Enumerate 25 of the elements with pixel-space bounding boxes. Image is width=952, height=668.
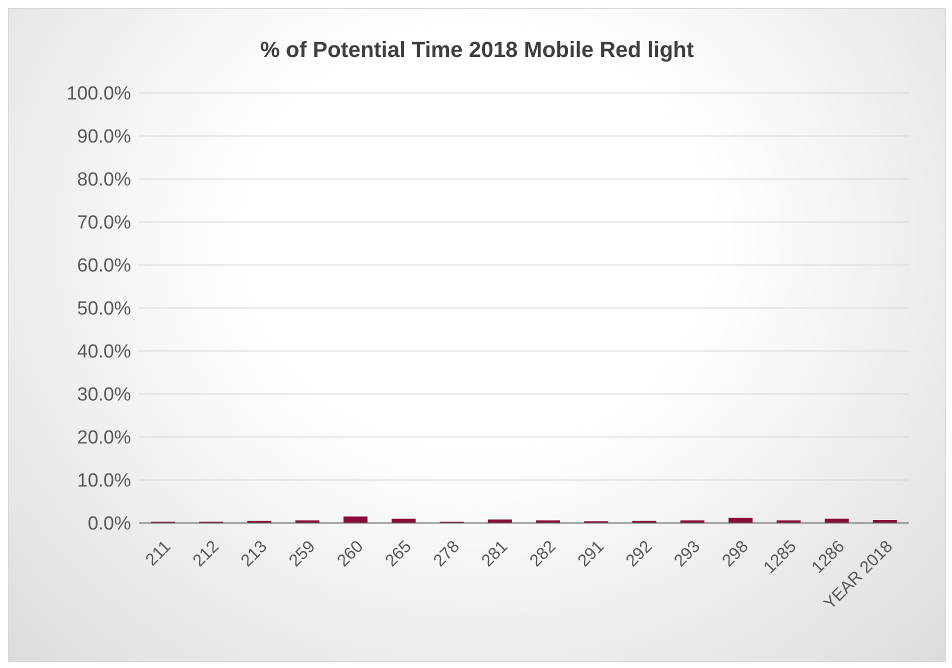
y-tick-label: 20.0% [77, 428, 132, 449]
x-tick-label: 298 [718, 536, 752, 570]
x-tick-label: 293 [670, 536, 704, 570]
y-tick-label: 40.0% [77, 342, 132, 363]
chart-title: % of Potential Time 2018 Mobile Red light [259, 36, 695, 63]
x-tick-label: 213 [237, 536, 271, 570]
y-tick-label: 100.0% [66, 84, 132, 105]
y-tick-label: 70.0% [77, 212, 132, 234]
x-tick-label: 291 [574, 536, 608, 570]
y-tick-label: 80.0% [77, 170, 132, 191]
x-tick-label: 259 [285, 536, 319, 570]
x-tick-label: 265 [382, 536, 415, 570]
y-tick-label: 0.0% [88, 514, 132, 535]
x-tick-label: 282 [526, 536, 560, 570]
y-tick-label: 50.0% [77, 298, 132, 320]
y-tick-label: 90.0% [77, 126, 132, 148]
y-tick-label: 60.0% [77, 256, 132, 277]
x-tick-label: 278 [430, 536, 464, 570]
x-tick-label: 212 [189, 536, 222, 570]
x-tick-label: 292 [622, 536, 656, 570]
y-tick-label: 30.0% [77, 384, 132, 406]
x-tick-label: 260 [333, 536, 367, 570]
x-tick-label: 211 [142, 536, 174, 570]
y-tick-label: 10.0% [77, 470, 132, 492]
x-tick-label: 281 [478, 536, 512, 570]
